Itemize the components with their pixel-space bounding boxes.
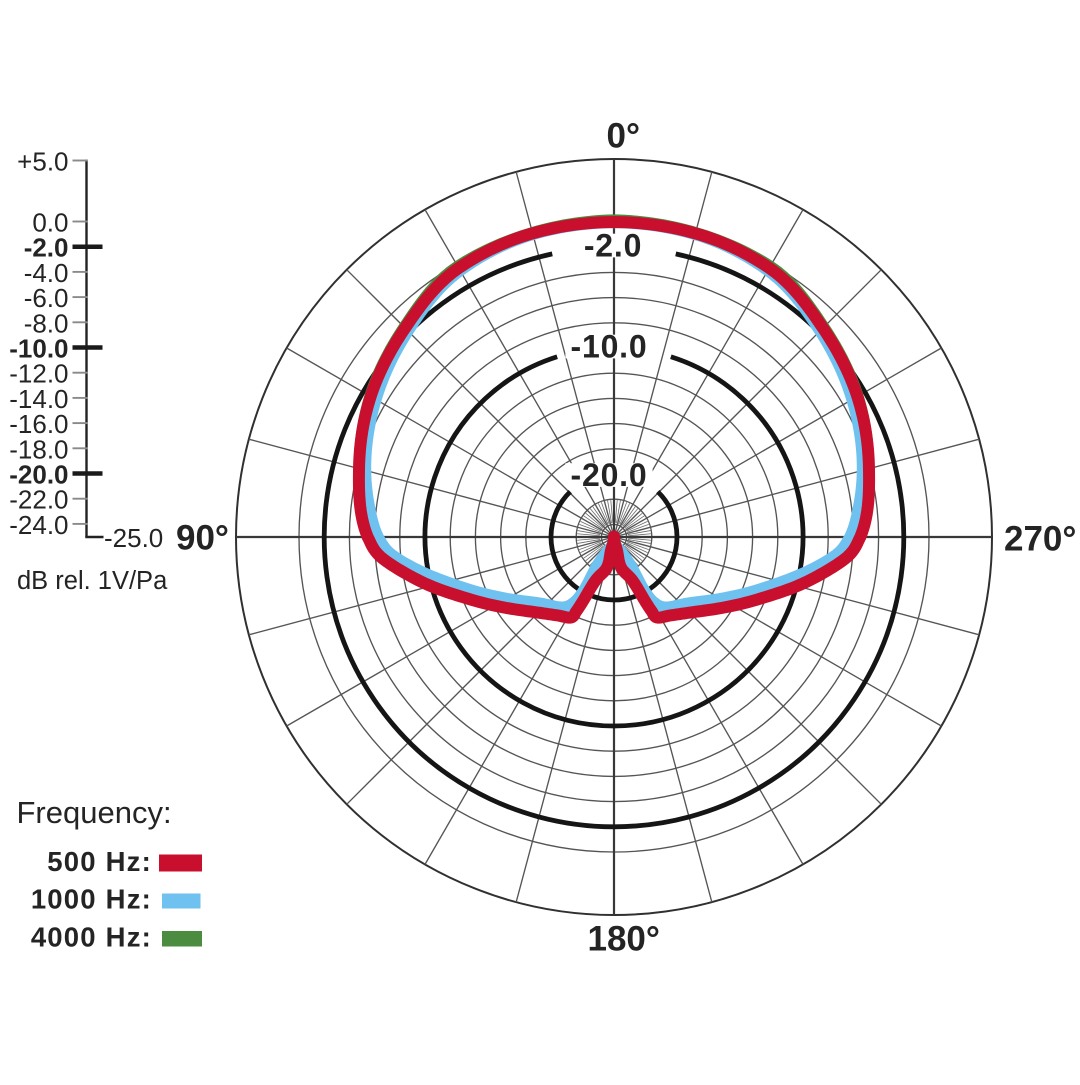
svg-text:-2.0: -2.0 [24,233,69,263]
svg-text:-12.0: -12.0 [9,359,68,389]
svg-text:-6.0: -6.0 [24,283,69,313]
svg-text:+5.0: +5.0 [17,147,68,177]
svg-text:270°: 270° [1004,520,1076,559]
svg-text:-8.0: -8.0 [24,308,69,338]
svg-text:-14.0: -14.0 [9,384,68,414]
svg-text:90°: 90° [176,519,229,558]
svg-text:1000 Hz:: 1000 Hz: [31,884,152,915]
svg-text:Frequency:: Frequency: [17,795,172,830]
svg-text:0°: 0° [607,117,640,156]
svg-text:-4.0: -4.0 [24,258,69,288]
svg-text:4000 Hz:: 4000 Hz: [31,921,152,952]
svg-text:-20.0: -20.0 [571,457,648,493]
svg-text:-22.0: -22.0 [9,485,68,515]
svg-text:dB rel. 1V/Pa: dB rel. 1V/Pa [17,567,168,595]
svg-text:-10.0: -10.0 [571,329,648,365]
svg-text:-20.0: -20.0 [9,460,68,490]
svg-text:500 Hz:: 500 Hz: [47,846,152,877]
svg-text:-24.0: -24.0 [9,510,68,540]
svg-text:-2.0: -2.0 [584,228,642,264]
svg-text:-18.0: -18.0 [9,434,68,464]
svg-text:180°: 180° [588,920,660,959]
svg-text:-10.0: -10.0 [9,334,68,364]
svg-text:-25.0: -25.0 [104,523,163,553]
svg-text:0.0: 0.0 [32,208,68,238]
svg-text:-16.0: -16.0 [9,409,68,439]
